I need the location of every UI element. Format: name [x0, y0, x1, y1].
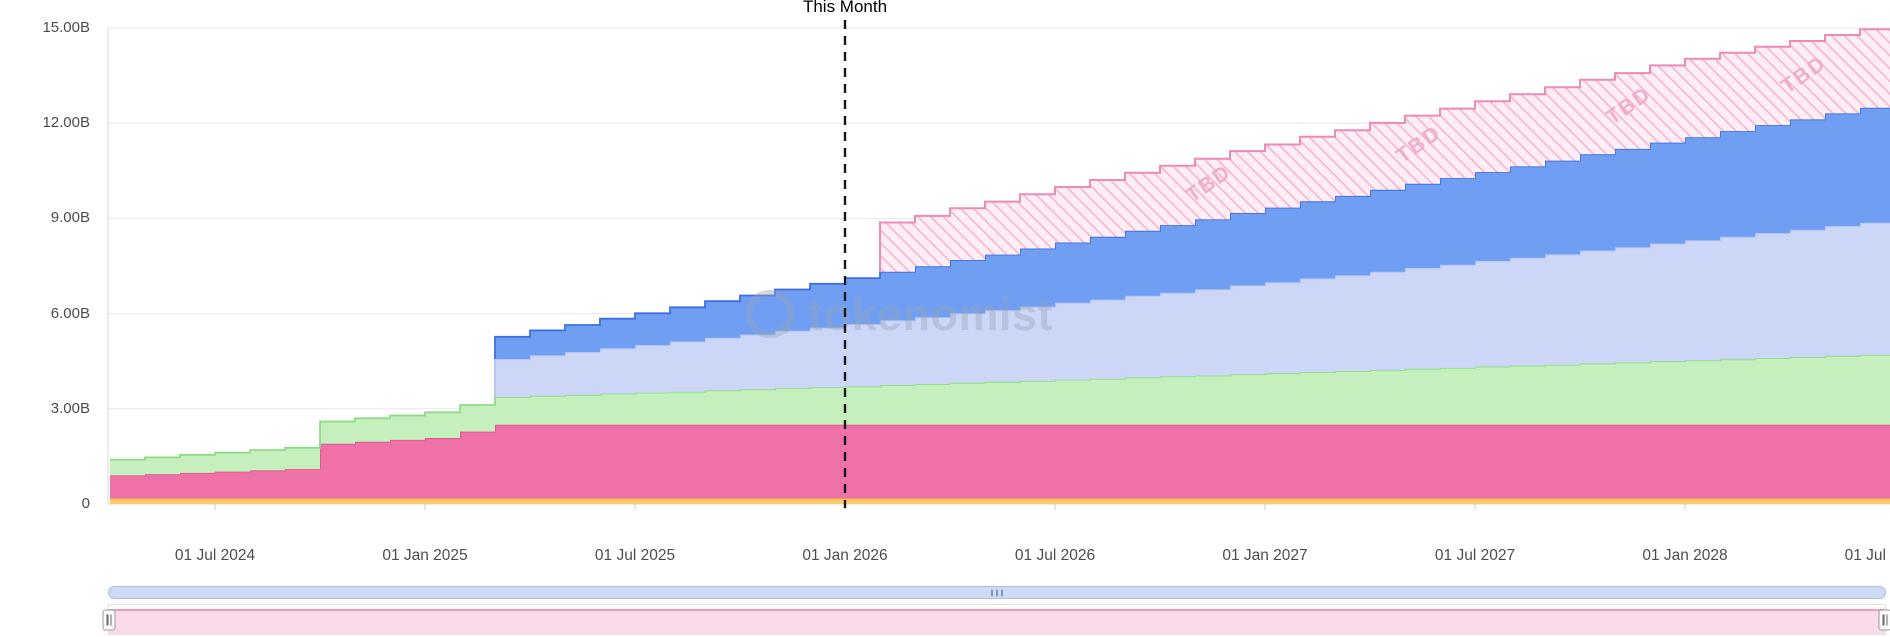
chart-navigator — [0, 584, 1890, 637]
scrollbar-grip-icon — [991, 589, 1003, 596]
x-axis-label: 01 Jul 2027 — [1434, 547, 1516, 564]
series-area-tbd — [880, 29, 1890, 272]
navigator-mini-chart — [109, 609, 1885, 634]
x-axis-label: 01 Jan 2028 — [1642, 547, 1728, 564]
x-axis-label: 01 Jul 2024 — [174, 547, 256, 564]
x-axis: 01 Jul 2024 01 Jan 2025 01 Jul 2025 01 Jan … — [0, 547, 1890, 569]
navigator-scrollbar[interactable] — [108, 586, 1886, 599]
tokenomist-watermark: tokenomist — [745, 289, 1053, 340]
x-axis-label: 01 Jul 2025 — [594, 547, 676, 564]
this-month-label: This Month — [802, 0, 888, 16]
y-axis-label: 9.00B — [50, 209, 90, 227]
y-axis-label: 0 — [81, 495, 90, 512]
y-axis-label: 6.00B — [50, 304, 90, 322]
series-area-green — [110, 354, 1890, 476]
x-axis-label: 01 Jul 2026 — [1014, 547, 1096, 564]
navigator-left-handle[interactable] — [102, 609, 116, 630]
x-axis-label: 01 Jan 2026 — [802, 547, 888, 564]
series-area-blue — [495, 107, 1890, 359]
y-axis-label: 3.00B — [50, 399, 90, 417]
series-area-orange — [110, 498, 1890, 504]
x-axis-label: 01 Jan 2027 — [1222, 547, 1308, 564]
y-axis-label: 15.00B — [42, 19, 90, 36]
y-axis-label: 12.00B — [42, 114, 90, 132]
series-areas — [110, 28, 1890, 504]
x-axis-label: 01 Jan 2025 — [382, 547, 468, 564]
navigator-range[interactable] — [102, 604, 1890, 635]
navigator-right-handle[interactable] — [1878, 609, 1890, 630]
y-axis: 0 3.00B 6.00B 9.00B 12.00B 15.00B — [0, 0, 100, 520]
series-area-lavender — [495, 222, 1890, 398]
series-area-pink — [110, 424, 1890, 499]
series-line-tbd — [879, 28, 1890, 272]
watermark-text: tokenomist — [808, 289, 1053, 340]
tokenomist-logo-icon — [745, 289, 795, 339]
x-axis-label: 01 Jul — [1844, 547, 1886, 564]
tokenomist-logo-dot — [780, 324, 790, 334]
